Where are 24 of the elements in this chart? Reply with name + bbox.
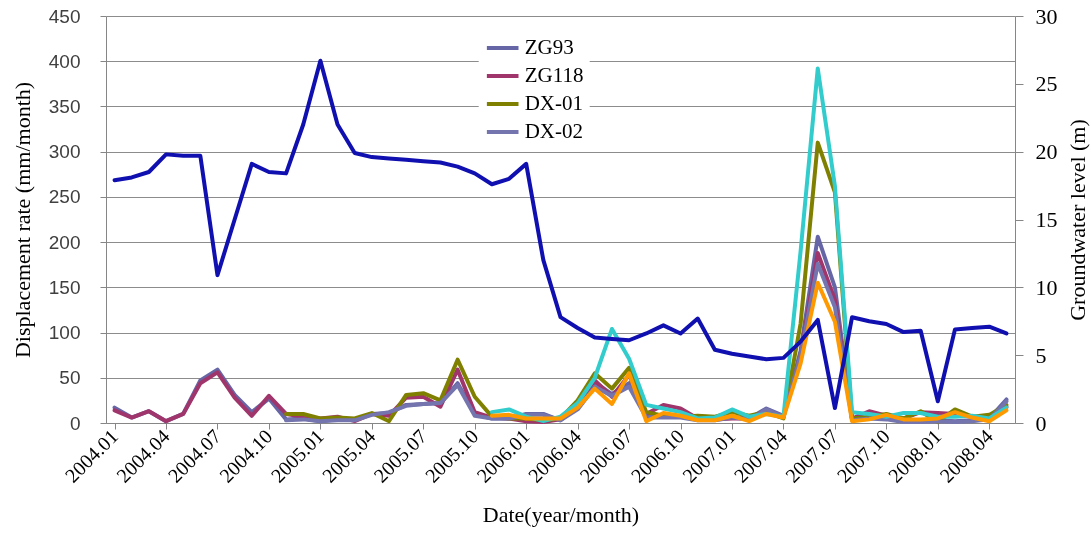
legend-label: DX-01 bbox=[524, 91, 584, 115]
y-tick-label: 350 bbox=[48, 95, 81, 117]
y2-tick-label: 5 bbox=[1035, 342, 1047, 368]
y-tick-label: 150 bbox=[48, 276, 81, 298]
y2-tick-label: 10 bbox=[1035, 274, 1058, 300]
y-tick-label: 250 bbox=[48, 186, 81, 208]
y2-tick-label: 0 bbox=[1035, 410, 1047, 436]
y-tick-label: 450 bbox=[48, 5, 81, 27]
y-tick-label: 0 bbox=[69, 412, 81, 434]
y2-tick-label: 20 bbox=[1035, 139, 1058, 165]
y-tick-label: 400 bbox=[48, 50, 81, 72]
legend-label: ZG118 bbox=[524, 63, 584, 87]
y-tick-label: 100 bbox=[48, 322, 81, 344]
legend-label: ZG93 bbox=[524, 35, 574, 59]
y-tick-label: 50 bbox=[59, 367, 81, 389]
y-axis-title: Displacement rate (mm/month) bbox=[9, 81, 35, 359]
y-tick-label: 200 bbox=[48, 231, 81, 253]
legend-label: DX-02 bbox=[524, 119, 584, 143]
y-tick-label: 300 bbox=[48, 141, 81, 163]
x-axis-title: Date(year/month) bbox=[482, 501, 640, 527]
y2-tick-label: 15 bbox=[1035, 207, 1058, 232]
y2-tick-label: 25 bbox=[1035, 71, 1058, 97]
y2-axis-title: Groundwater level (m) bbox=[1064, 119, 1090, 321]
y2-tick-label: 30 bbox=[1035, 3, 1058, 29]
